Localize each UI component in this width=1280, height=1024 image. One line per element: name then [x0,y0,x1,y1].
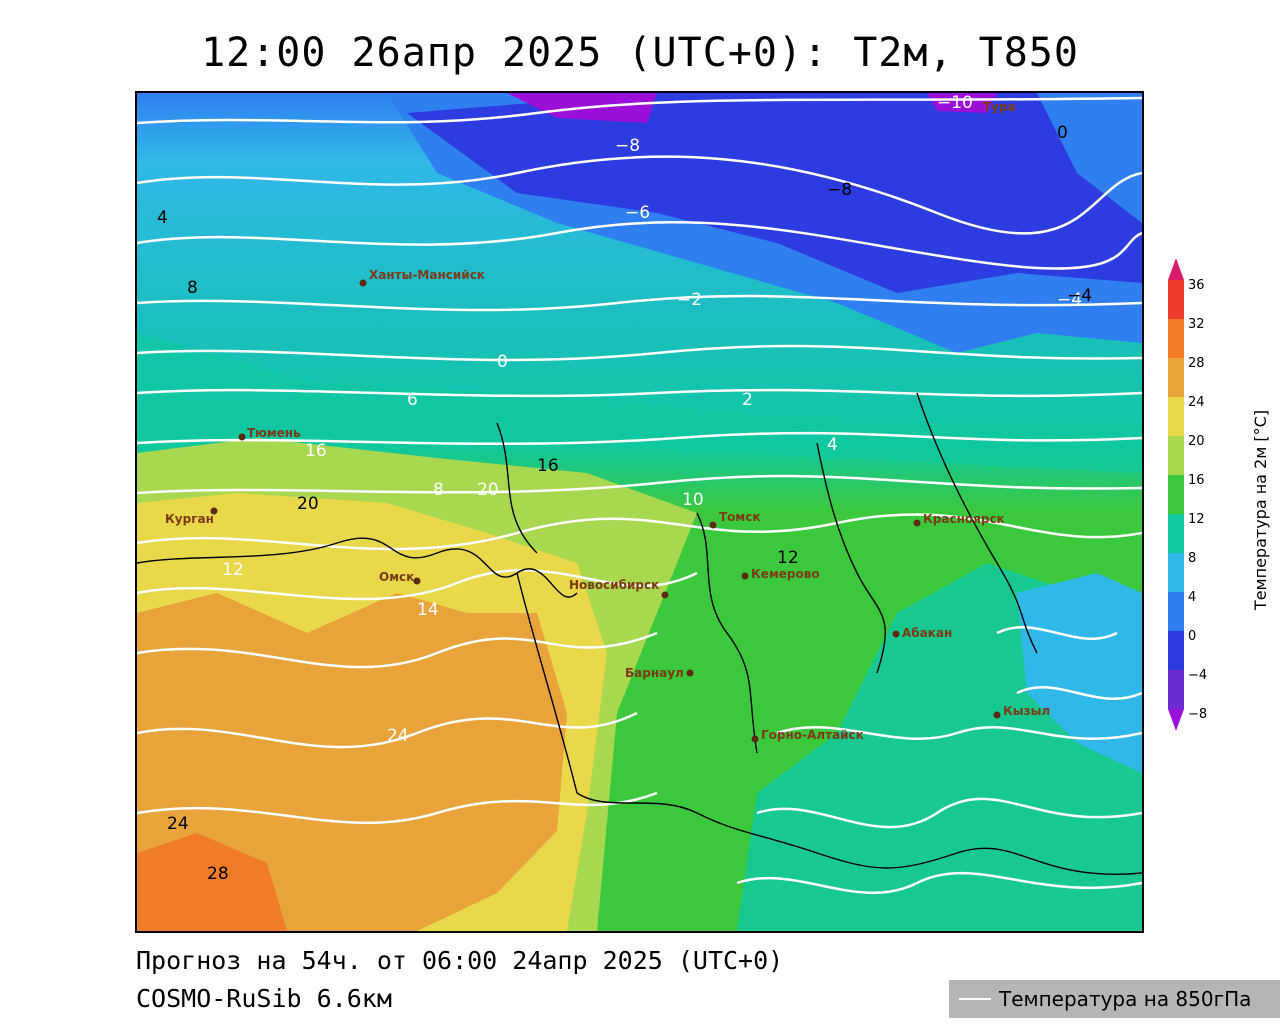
t2m-value: 12 [777,548,799,568]
city-label: Барнаул [625,666,684,680]
colorbar-tick-label: 24 [1188,395,1205,410]
colorbar-swatch [1168,592,1184,631]
city-dot [238,433,246,441]
colorbar: 36 32 28 24 20 16 12 8 4 0 −4 −8 Температура на 2м … [1168,258,1270,731]
colorbar-tick-label: 32 [1188,317,1205,332]
t850-label: 2 [742,390,753,410]
city-dot [709,521,717,529]
t850-labels: −10 −8 −6 −4 −2 0 2 4 6 8 10 12 14 16 20… [222,93,1082,746]
map-canvas: Ханты-Мансийск Тюмень Курган Омск Новоси… [137,93,1142,931]
colorbar-tick-label: 28 [1188,356,1205,371]
t2m-value: 16 [537,456,559,476]
colorbar-swatch [1168,631,1184,670]
hottest-zone [137,833,287,931]
hotter-zone [137,593,567,931]
t2m-value: 4 [157,208,168,228]
city-label: Тюмень [247,426,301,440]
city-label: Красноярск [923,512,1005,526]
city-markers: Ханты-Мансийск Тюмень Курган Омск Новоси… [165,100,1050,743]
t2m-value: 8 [187,278,198,298]
city-label: Томск [719,510,761,524]
colorbar-tick-label: 36 [1188,278,1205,293]
colorbar-swatch [1168,319,1184,358]
mountain-cold [1017,573,1142,773]
city-label: Горно-Алтайск [761,728,864,742]
colorbar-swatch [1168,670,1184,709]
very-cold-zone [407,93,1142,293]
t2m-value: 0 [1057,123,1068,143]
forecast-map: Ханты-Мансийск Тюмень Курган Омск Новоси… [135,91,1144,933]
t2m-value: 20 [297,494,319,514]
colorbar-swatch [1168,397,1184,436]
colorbar-swatch [1168,358,1184,397]
t850-label: 12 [222,560,244,580]
admin-borders [137,392,1142,875]
t850-label: 8 [433,480,444,500]
city-dot [892,630,900,638]
model-name: COSMO-RuSib 6.6км [136,984,392,1013]
colorbar-tick-label: 4 [1188,590,1196,605]
colorbar-swatch [1168,553,1184,592]
city-label: Ханты-Мансийск [369,268,485,282]
colorbar-swatch [1168,475,1184,514]
colorbar-title: Температура на 2м [°C] [1251,410,1270,611]
t850-legend: Температура на 850гПа [949,980,1280,1018]
city-dot [741,572,749,580]
colorbar-tick-label: 16 [1188,473,1205,488]
city-label: Кемерово [751,567,820,581]
city-label: Новосибирск [569,578,659,592]
t850-label: 4 [827,435,838,455]
t850-label: 20 [477,480,499,500]
t2m-value: 24 [167,814,189,834]
colorbar-bottom-arrow [1168,709,1184,731]
map-title: 12:00 26апр 2025 (UTC+0): T2м, T850 [201,30,1079,76]
t850-label: 24 [387,726,409,746]
white-line-swatch [959,998,991,1000]
t2m-value: −8 [827,180,852,200]
city-label: Курган [165,512,214,526]
city-dot [751,735,759,743]
city-label: Абакан [902,626,952,640]
colorbar-tick-label: 8 [1188,551,1196,566]
colorbar-swatch [1168,514,1184,553]
colorbar-ticks: 36 32 28 24 20 16 12 8 4 0 −4 −8 [1188,278,1207,722]
colorbar-swatches [1168,258,1184,731]
t850-label: 10 [682,490,704,510]
t2m-values: 28 24 20 16 12 8 4 0 −4 −8 [157,123,1092,884]
t850-label: −6 [625,203,650,223]
colorbar-tick-label: 12 [1188,512,1205,527]
t2m-value: 28 [207,864,229,884]
city-dot [413,577,421,585]
city-label: Тура [983,100,1016,114]
colorbar-tick-label: 20 [1188,434,1205,449]
colorbar-swatch [1168,280,1184,319]
t850-isotherms [137,96,1142,895]
colorbar-swatch [1168,436,1184,475]
city-label: Омск [379,570,414,584]
city-dot [661,591,669,599]
city-dot [210,507,218,515]
coldest-zone-2 [927,93,997,113]
t850-label: −8 [615,136,640,156]
colorbar-top-arrow [1168,258,1184,280]
t850-legend-label: Температура на 850гПа [999,987,1252,1011]
colorbar-tick-label: −4 [1188,668,1207,683]
city-dot [359,279,367,287]
t850-label: 16 [305,441,327,461]
colorbar-tick-label: −8 [1188,707,1207,722]
t850-label: −2 [677,290,702,310]
city-dot [913,519,921,527]
forecast-info: Прогноз на 54ч. от 06:00 24апр 2025 (UTC… [136,946,784,975]
teal-belt [137,333,1142,473]
t850-label: 6 [407,390,418,410]
t850-label: −4 [1057,290,1082,310]
t2m-value: −4 [1067,286,1092,306]
t850-label: 0 [497,352,508,372]
city-label: Кызыл [1003,704,1050,718]
city-dot [686,669,694,677]
city-dot [993,711,1001,719]
t850-label: 14 [417,600,439,620]
t850-label: −10 [937,93,973,113]
colorbar-tick-label: 0 [1188,629,1196,644]
